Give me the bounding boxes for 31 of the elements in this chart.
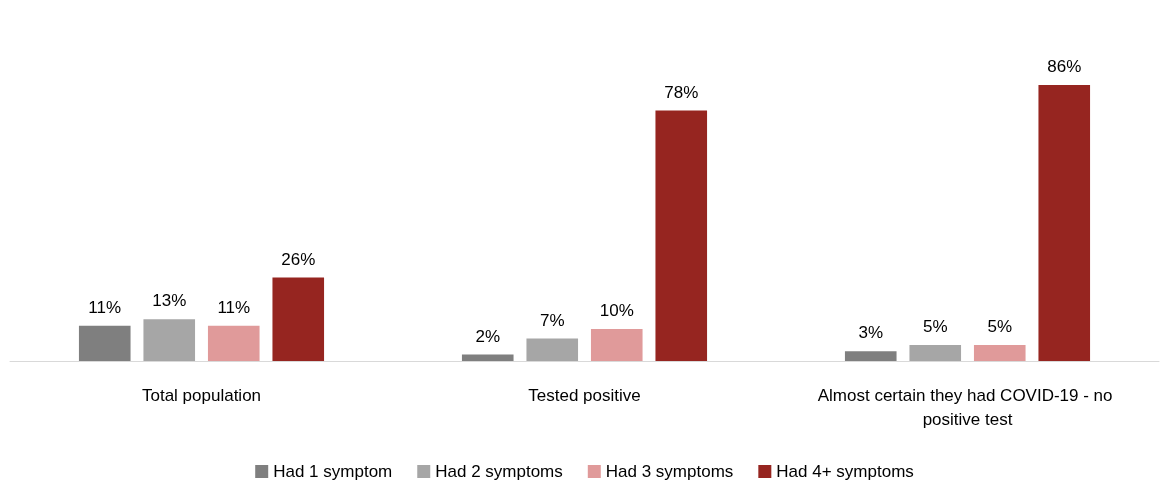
- data-label: 78%: [664, 82, 699, 102]
- legend-label: Had 3 symptoms: [605, 462, 734, 481]
- bar: [1038, 84, 1091, 361]
- legend-label: Had 2 symptoms: [435, 462, 563, 481]
- bar: [526, 338, 579, 361]
- bar: [973, 344, 1026, 361]
- bar: [207, 325, 260, 361]
- x-tick-label: Total population: [141, 385, 262, 405]
- bar: [844, 351, 897, 361]
- x-tick-label: Tested positive: [528, 385, 641, 405]
- data-label: 86%: [1047, 56, 1082, 76]
- data-label: 10%: [599, 300, 634, 320]
- bar: [143, 319, 196, 361]
- data-label: 7%: [539, 310, 565, 330]
- data-label: 11%: [88, 297, 122, 317]
- legend-label: Had 1 symptom: [273, 462, 393, 481]
- bar: [655, 110, 708, 361]
- x-tick-label: Almost certain they had COVID-19 - no positive test: [817, 385, 1118, 429]
- data-label: 2%: [475, 326, 501, 346]
- data-label: 5%: [922, 316, 948, 336]
- data-label: 5%: [987, 316, 1013, 336]
- data-label: 3%: [858, 323, 884, 343]
- bar: [272, 277, 325, 361]
- data-label: 13%: [152, 291, 187, 311]
- bar: [909, 344, 962, 361]
- bar: [461, 354, 514, 361]
- bar: [78, 325, 131, 361]
- data-label: 26%: [281, 249, 316, 269]
- data-label: 11%: [217, 297, 251, 317]
- legend-label: Had 4+ symptoms: [776, 462, 914, 481]
- bar: [590, 328, 643, 361]
